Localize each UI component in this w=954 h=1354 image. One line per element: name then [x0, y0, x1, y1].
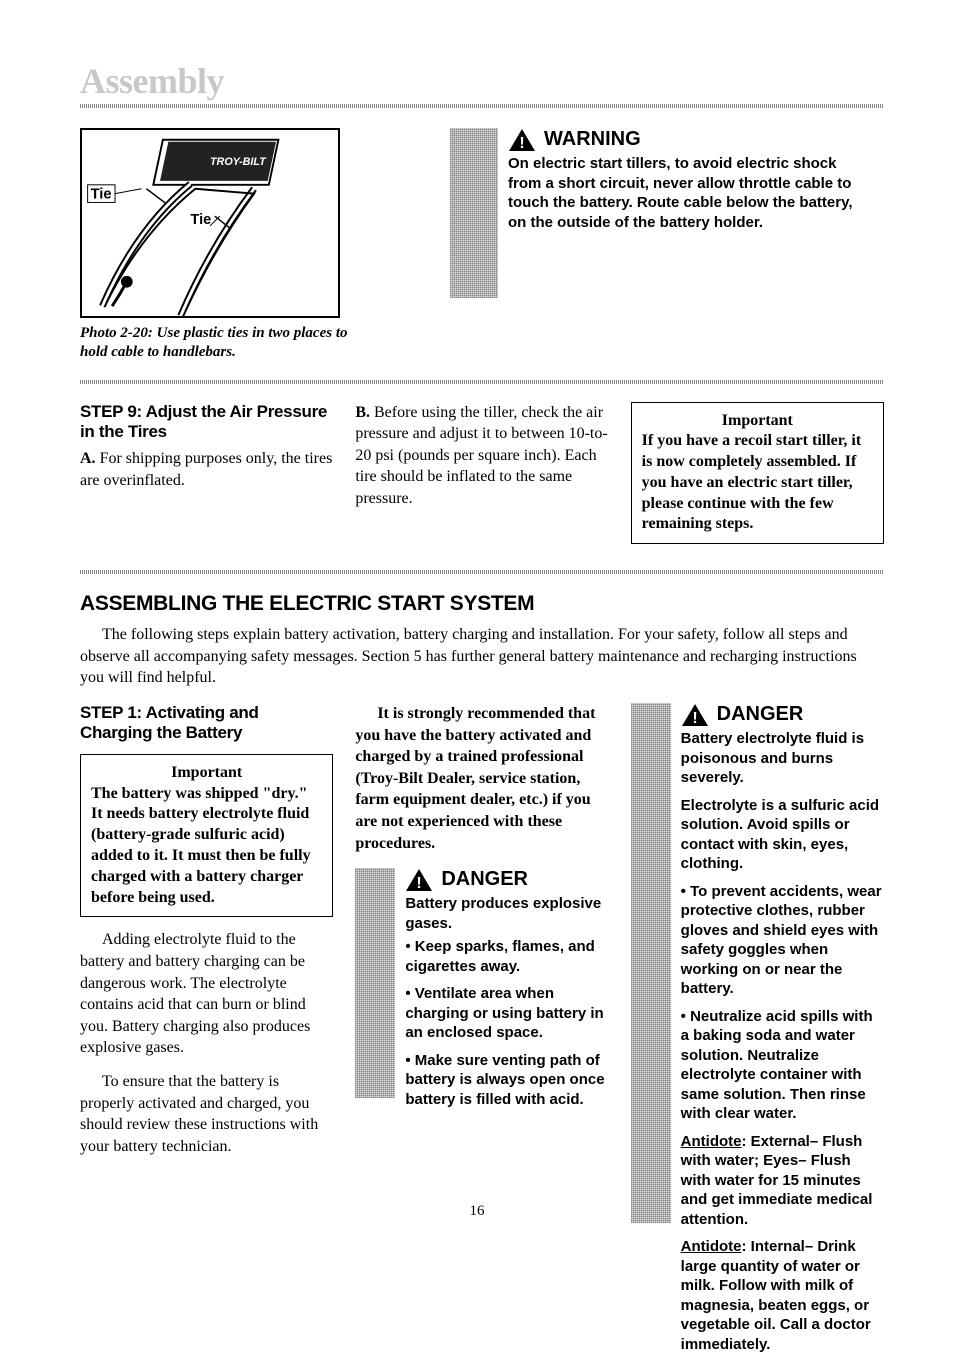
- step9-b-text: Before using the tiller, check the air p…: [355, 404, 607, 507]
- assembling-heading: ASSEMBLING THE ELECTRIC START SYSTEM: [80, 592, 884, 616]
- antidote-int-text: : Internal– Drink large quantity of wate…: [681, 1238, 871, 1353]
- antidote-int: Antidote: Internal– Drink large quantity…: [681, 1237, 884, 1354]
- svg-text:TROY-BILT: TROY-BILT: [210, 156, 267, 168]
- section-title: Assembly: [80, 60, 884, 102]
- assembling-columns: STEP 1: Activating and Charging the Batt…: [80, 703, 884, 1354]
- tie-label-2: Tie: [190, 212, 211, 228]
- rule-mid-2: [80, 570, 884, 574]
- antidote-int-label: Antidote: [681, 1238, 742, 1255]
- step9-a: A. For shipping purposes only, the tires…: [80, 448, 333, 491]
- danger2-block: ! DANGER Battery electrolyte fluid is po…: [631, 703, 884, 1354]
- step1-p1: Adding electrolyte fluid to the battery …: [80, 929, 333, 1059]
- photo-block: TROY-BILT Tie Tie Photo 2-20: Use plasti…: [80, 128, 360, 362]
- photo-frame: TROY-BILT Tie Tie: [80, 128, 340, 318]
- danger1-b3: Make sure venting path of battery is alw…: [405, 1051, 608, 1110]
- imp-battery-title: Important: [91, 763, 322, 784]
- danger2-bullets: To prevent accidents, wear protective cl…: [681, 882, 884, 1124]
- danger2-b1: To prevent accidents, wear protective cl…: [681, 882, 884, 999]
- step1-p3: It is strongly recommended that you have…: [355, 703, 608, 854]
- photo-caption: Photo 2-20: Use plastic ties in two plac…: [80, 324, 360, 362]
- rule-mid-1: [80, 380, 884, 384]
- top-row: TROY-BILT Tie Tie Photo 2-20: Use plasti…: [80, 128, 884, 362]
- danger1-block: ! DANGER Battery produces explosive gase…: [355, 868, 608, 1117]
- warning-block: ! WARNING On electric start tillers, to …: [450, 128, 870, 362]
- col-3: ! DANGER Battery electrolyte fluid is po…: [631, 703, 884, 1354]
- step9-a-text: For shipping purposes only, the tires ar…: [80, 450, 332, 489]
- step1-heading: STEP 1: Activating and Charging the Batt…: [80, 703, 333, 744]
- col-1: STEP 1: Activating and Charging the Batt…: [80, 703, 333, 1354]
- rule-top: [80, 104, 884, 108]
- tie-label-1: Tie: [91, 187, 112, 203]
- danger1-b1: Keep sparks, flames, and cigarettes away…: [405, 937, 608, 976]
- col-2: It is strongly recommended that you have…: [355, 703, 608, 1354]
- danger2-p2: Electrolyte is a sulfuric acid solution.…: [681, 796, 884, 874]
- warning-icon: !: [508, 128, 536, 152]
- danger-icon-1: !: [405, 868, 433, 892]
- danger1-lead: Battery produces explosive gases.: [405, 894, 608, 933]
- halftone-bar-3: [631, 703, 671, 1223]
- svg-text:!: !: [692, 710, 697, 727]
- page-number: 16: [0, 1203, 954, 1220]
- danger2-heading: DANGER: [717, 703, 804, 726]
- assembling-intro: The following steps explain battery acti…: [80, 624, 884, 689]
- danger2-p1: Battery electrolyte fluid is poisonous a…: [681, 729, 884, 788]
- warning-body: On electric start tillers, to avoid elec…: [508, 154, 870, 232]
- tiller-illustration: TROY-BILT Tie Tie: [82, 130, 338, 316]
- important-title: Important: [642, 411, 873, 432]
- danger1-bullets: Keep sparks, flames, and cigarettes away…: [405, 937, 608, 1109]
- important-battery-box: Important The battery was shipped "dry."…: [80, 754, 333, 918]
- warning-heading: WARNING: [544, 128, 641, 151]
- danger1-heading: DANGER: [441, 868, 528, 891]
- step9-row: STEP 9: Adjust the Air Pressure in the T…: [80, 402, 884, 545]
- svg-text:!: !: [519, 135, 524, 152]
- danger2-b2: Neutralize acid spills with a baking sod…: [681, 1007, 884, 1124]
- svg-text:!: !: [417, 875, 422, 892]
- halftone-bar-2: [355, 868, 395, 1098]
- important-body: If you have a recoil start tiller, it is…: [642, 431, 873, 535]
- danger1-b2: Ventilate area when charging or using ba…: [405, 984, 608, 1043]
- halftone-bar: [450, 128, 498, 298]
- antidote-ext-label: Antidote: [681, 1133, 742, 1150]
- imp-battery-body: The battery was shipped "dry." It needs …: [91, 784, 322, 909]
- step9-heading: STEP 9: Adjust the Air Pressure in the T…: [80, 402, 333, 443]
- step9-b: B. Before using the tiller, check the ai…: [355, 402, 608, 510]
- important-recoil-box: Important If you have a recoil start til…: [631, 402, 884, 545]
- step1-p2: To ensure that the battery is properly a…: [80, 1071, 333, 1157]
- danger-icon-2: !: [681, 703, 709, 727]
